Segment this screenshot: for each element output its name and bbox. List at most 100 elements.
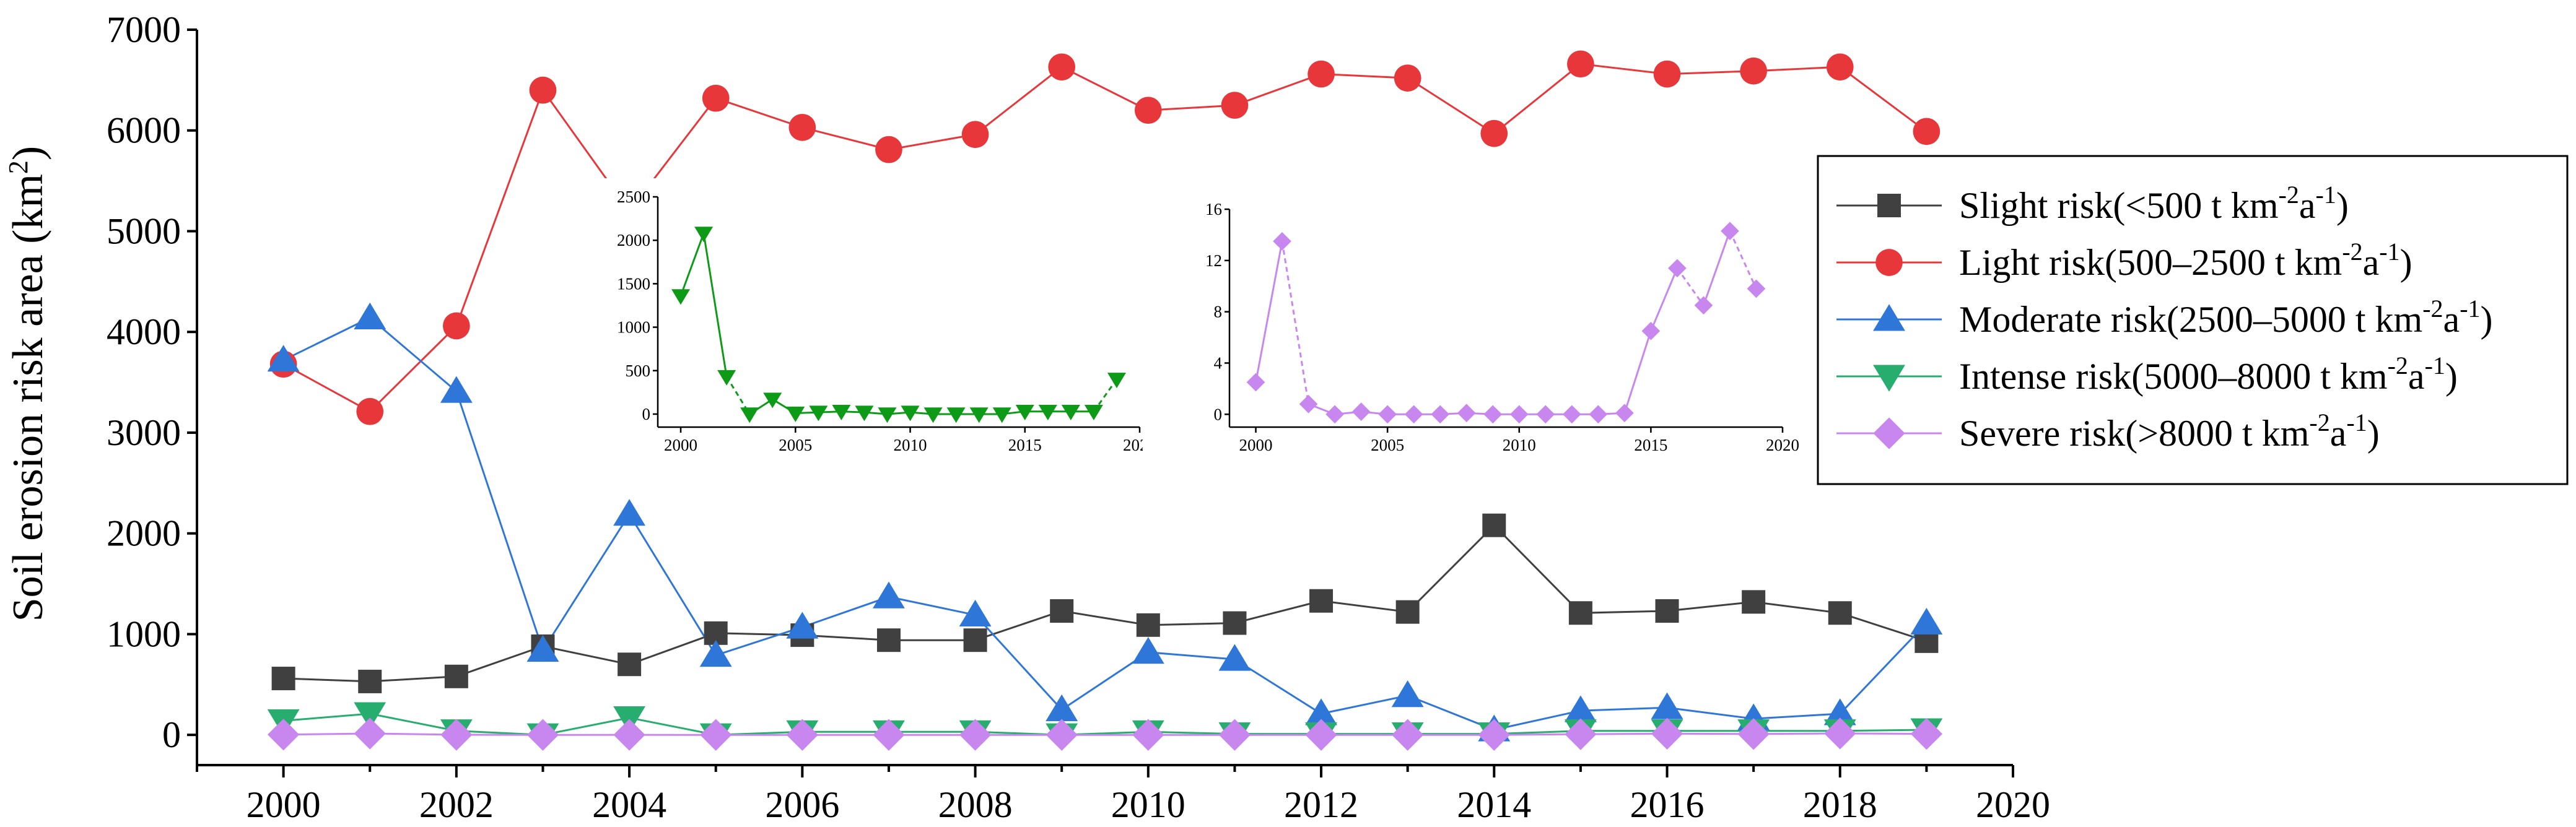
inset-severe-point (1246, 373, 1265, 392)
point-moderate (1046, 694, 1078, 722)
point-moderate (1305, 698, 1337, 725)
inset-intense-y-tick-label: 0 (642, 405, 651, 423)
point-severe (354, 717, 386, 750)
point-slight (618, 652, 642, 677)
legend-text-part: Moderate risk(2500–5000 t km (1959, 299, 2422, 340)
point-slight (271, 667, 295, 691)
legend-marker-severe (1873, 417, 1905, 449)
inset-severe-x-tick-label: 2005 (1371, 436, 1404, 454)
legend-label-light: Light risk(500–2500 t km-2a-1) (1959, 238, 2412, 283)
series-line-light (282, 63, 1928, 413)
legend-text-part: ) (2336, 185, 2349, 226)
point-intense (354, 702, 386, 729)
inset-intense-point (855, 405, 874, 422)
inset-severe-y-tick-label: 12 (1205, 251, 1222, 270)
point-slight (1828, 601, 1852, 625)
inset-severe-point (1668, 259, 1687, 278)
inset-intense-y-tick-label: 1500 (617, 274, 650, 293)
y-axis-label-end: ) (4, 146, 52, 160)
inset-severe-segment (1676, 267, 1705, 306)
inset-severe-point (1694, 296, 1713, 315)
point-slight (1136, 613, 1160, 637)
legend-label-intense: Intense risk(5000–8000 t km-2a-1) (1959, 352, 2458, 397)
inset-intense-point (832, 405, 851, 421)
inset-intense-y-tick-label: 500 (626, 362, 651, 380)
inset-severe-point (1404, 405, 1423, 424)
point-severe (1392, 719, 1424, 751)
point-light (443, 312, 470, 340)
legend-text-part: a (2443, 299, 2460, 340)
legend-text-part: ) (2367, 413, 2380, 454)
point-severe (267, 719, 300, 751)
inset-intense-point (671, 289, 691, 305)
inset-intense-point (717, 370, 736, 386)
legend-superscript: -1 (2460, 295, 2480, 323)
inset-severe-y-tick-label: 8 (1214, 303, 1223, 321)
legend-label-slight: Slight risk(<500 t km-2a-1) (1959, 181, 2349, 226)
inset-intense-segment (702, 233, 728, 377)
inset-severe-x-tick-label: 2000 (1239, 436, 1273, 454)
main-x-tick-label: 2018 (1803, 784, 1877, 825)
main-y-tick-label: 2000 (107, 513, 181, 554)
point-slight (1655, 599, 1679, 623)
inset-severe-background (1143, 191, 1801, 477)
point-slight (876, 628, 901, 652)
point-severe (1737, 718, 1770, 750)
inset-severe-point (1378, 405, 1397, 424)
inset-severe-y-tick-label: 4 (1214, 353, 1223, 372)
inset-severe-point (1509, 405, 1529, 424)
inset-severe-point (1431, 405, 1450, 424)
inset-severe-point (1457, 404, 1476, 423)
inset-severe-x-tick-label: 2010 (1503, 436, 1536, 454)
legend-text-part: Light risk(500–2500 t km (1959, 242, 2342, 283)
inset-severe-point (1747, 279, 1766, 298)
main-y-tick-label: 7000 (107, 9, 181, 50)
point-slight (444, 664, 468, 688)
inset-severe-x-tick-label: 2015 (1634, 436, 1667, 454)
inset-intense-x-tick-label: 2010 (894, 436, 927, 454)
inset-severe-segment (1649, 267, 1679, 332)
point-moderate (1132, 637, 1164, 664)
main-x-tick-label: 2010 (1111, 784, 1185, 825)
inset-intense-point (763, 392, 782, 409)
main-y-tick-label: 3000 (107, 412, 181, 453)
point-light (1048, 53, 1076, 81)
legend-superscript: -1 (2379, 238, 2399, 266)
point-light (788, 114, 816, 141)
point-slight (1223, 611, 1247, 635)
legend-superscript: -2 (2422, 295, 2443, 323)
point-severe (526, 719, 559, 751)
inset-severe-segment (1281, 241, 1310, 404)
point-severe (1824, 717, 1856, 750)
legend-superscript: -2 (2342, 238, 2362, 266)
inset-severe-x-tick-label: 2020 (1766, 436, 1799, 454)
legend-text-part: ) (2481, 299, 2493, 340)
point-moderate (613, 499, 646, 526)
point-light (1913, 118, 1941, 145)
point-light (1480, 119, 1508, 147)
y-axis-label-main: Soil erosion risk area (km (4, 174, 52, 621)
legend-marker-intense (1873, 365, 1905, 392)
main-x-tick-label: 2008 (938, 784, 1013, 825)
inset-intense-y-tick-label: 2500 (617, 188, 650, 206)
point-slight (963, 628, 987, 652)
legend-text-part: Slight risk(<500 t km (1959, 185, 2279, 226)
point-severe (1046, 719, 1078, 751)
inset-intense-point (1061, 405, 1080, 421)
point-light (1826, 53, 1854, 81)
point-moderate (1651, 692, 1683, 719)
inset-intense-point (1107, 373, 1126, 389)
point-slight (1482, 513, 1506, 537)
legend-marker-moderate (1873, 304, 1905, 331)
legend: Slight risk(<500 t km-2a-1)Light risk(50… (1817, 155, 2569, 485)
inset-severe-point (1483, 405, 1503, 424)
inset-severe-point (1351, 402, 1371, 422)
inset-severe-point (1615, 404, 1634, 423)
point-moderate (440, 376, 473, 403)
point-slight (1309, 589, 1334, 613)
point-moderate (959, 599, 992, 627)
inset-severe-point (1589, 405, 1608, 424)
series-line-moderate (282, 316, 1928, 731)
